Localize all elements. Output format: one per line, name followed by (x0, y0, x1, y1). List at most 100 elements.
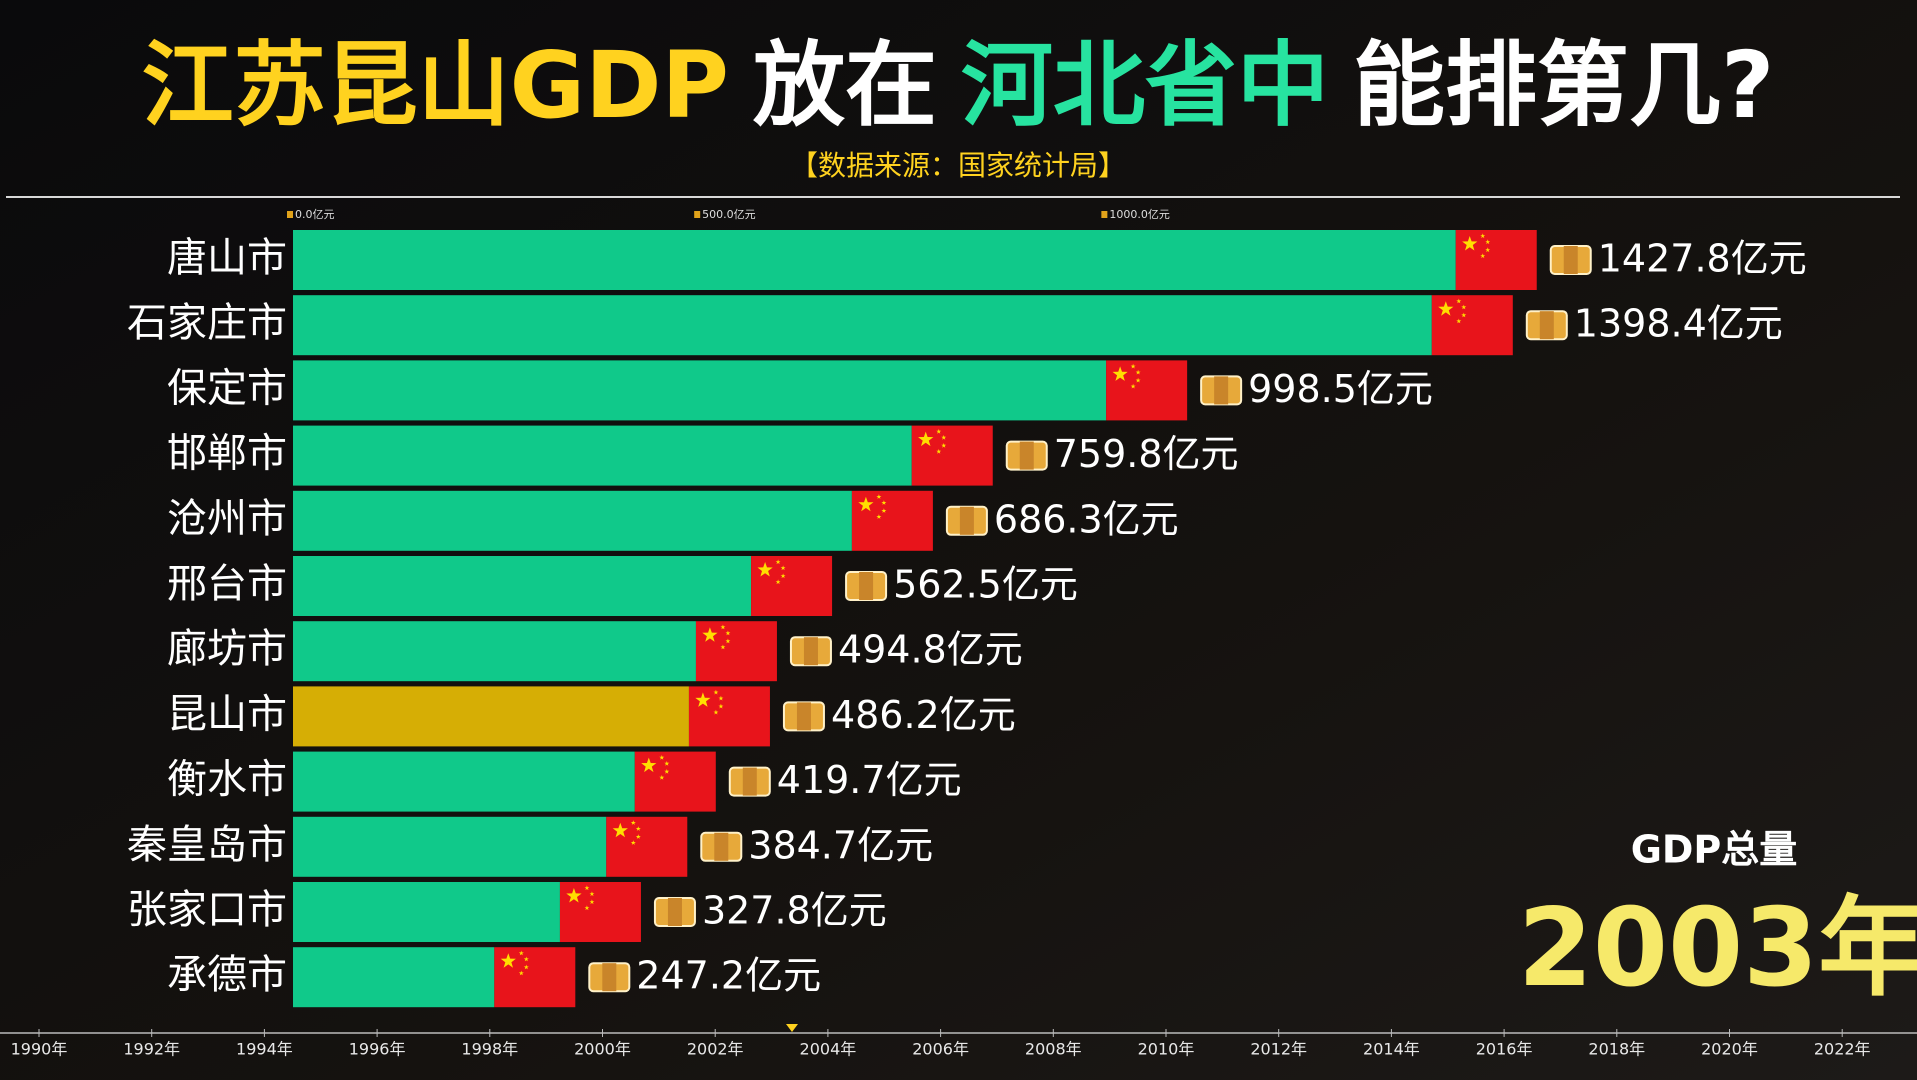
money-icon-band (1539, 311, 1554, 340)
value-label: 494.8亿元 (838, 628, 1023, 672)
flag-star (612, 822, 628, 838)
tick-mark (694, 211, 701, 218)
timeline-label: 1998年 (461, 1040, 518, 1059)
money-icon-band (667, 898, 682, 926)
flag-star (1480, 253, 1486, 259)
flag-star (725, 630, 731, 636)
bar (293, 882, 560, 942)
category-label: 保定市 (167, 365, 287, 411)
flag (695, 621, 777, 682)
category-label: 张家口市 (127, 887, 287, 933)
bar (293, 360, 1107, 421)
x-tick-label: 500.0亿元 (702, 208, 756, 221)
tick-mark (1101, 211, 1108, 218)
subtitle: 【数据来源：国家统计局】 (790, 149, 1126, 182)
flag-star (1135, 377, 1141, 383)
money-icon-band (859, 572, 874, 600)
flag-star (518, 950, 524, 956)
flag-star (641, 757, 657, 773)
value-label: 486.2亿元 (831, 693, 1016, 737)
bar (293, 947, 495, 1008)
timeline-marker (786, 1024, 798, 1032)
bar (293, 751, 635, 812)
flag-star (584, 905, 590, 911)
flag-star (523, 964, 529, 970)
flag (634, 751, 716, 812)
money-icon-band (742, 767, 757, 796)
flag (851, 490, 933, 551)
flag-star (659, 755, 665, 760)
timeline-label: 2010年 (1138, 1040, 1195, 1059)
flag-star (518, 970, 524, 976)
flag-star (757, 562, 773, 577)
flag-star (775, 579, 781, 585)
flag-star (1456, 298, 1462, 304)
tick-mark (287, 211, 293, 218)
flag (1455, 230, 1537, 290)
flag-star (941, 443, 947, 448)
bar (293, 230, 1456, 290)
flag-star (725, 638, 731, 644)
title-part: 江苏昆山GDP (142, 32, 729, 139)
money-icon-band (803, 637, 818, 666)
flag-star (718, 695, 724, 701)
flag-star (664, 761, 670, 766)
flag-star (936, 449, 942, 454)
x-tick-label: 0.0亿元 (295, 208, 335, 221)
money-icon-band (602, 963, 617, 992)
flag-star (941, 435, 947, 440)
timeline-label: 2002年 (687, 1040, 744, 1059)
timeline-label: 1996年 (349, 1040, 406, 1059)
flag-star (1112, 366, 1128, 381)
category-label: 承德市 (167, 952, 287, 998)
flag-star (881, 500, 887, 505)
flag-star (1485, 239, 1491, 245)
title-part: 能排第几? (1353, 32, 1774, 139)
flag-star (702, 627, 718, 642)
flag-star (720, 644, 726, 650)
flag-star (695, 692, 711, 707)
flag (559, 882, 641, 942)
flag (1106, 360, 1188, 421)
value-label: 998.5亿元 (1248, 367, 1433, 411)
flag-star (881, 508, 887, 513)
current-year: 2003年 (1518, 886, 1917, 1011)
category-label: 唐山市 (167, 235, 287, 281)
flag-star (780, 565, 786, 571)
flag-star (630, 840, 636, 845)
flag-star (1438, 301, 1454, 316)
category-label: 邯郸市 (167, 431, 287, 477)
flag-star (1461, 304, 1467, 310)
category-label: 沧州市 (167, 496, 287, 542)
flag-star (720, 624, 726, 630)
title-part: 河北省中 (961, 32, 1329, 139)
timeline-label: 2000年 (574, 1040, 631, 1059)
timeline-label: 1990年 (11, 1040, 68, 1059)
money-icon-band (796, 702, 811, 731)
bar (293, 686, 689, 747)
flag (606, 816, 688, 877)
bar (293, 816, 607, 877)
flag-star (1480, 233, 1486, 239)
flag-star (936, 429, 942, 434)
flag-star (713, 689, 719, 695)
timeline-label: 2020年 (1701, 1040, 1758, 1059)
value-label: 327.8亿元 (702, 889, 887, 933)
category-label: 廊坊市 (167, 626, 287, 672)
timeline-label: 2012年 (1250, 1040, 1307, 1059)
timeline-label: 2004年 (800, 1040, 857, 1059)
timeline-label: 2008年 (1025, 1040, 1082, 1059)
category-label: 昆山市 (167, 691, 287, 737)
flag-star (1456, 318, 1462, 324)
flag-star (713, 709, 719, 715)
money-icon-band (959, 506, 974, 535)
value-label: 384.7亿元 (748, 823, 933, 867)
title-part: 放在 (753, 32, 937, 139)
value-label: 247.2亿元 (636, 954, 821, 998)
flag-star (1485, 247, 1491, 253)
timeline-label: 2014年 (1363, 1040, 1420, 1059)
flag-star (589, 891, 595, 897)
timeline-label: 2022年 (1814, 1040, 1871, 1059)
flag-star (775, 559, 781, 565)
flag-star (876, 514, 882, 519)
